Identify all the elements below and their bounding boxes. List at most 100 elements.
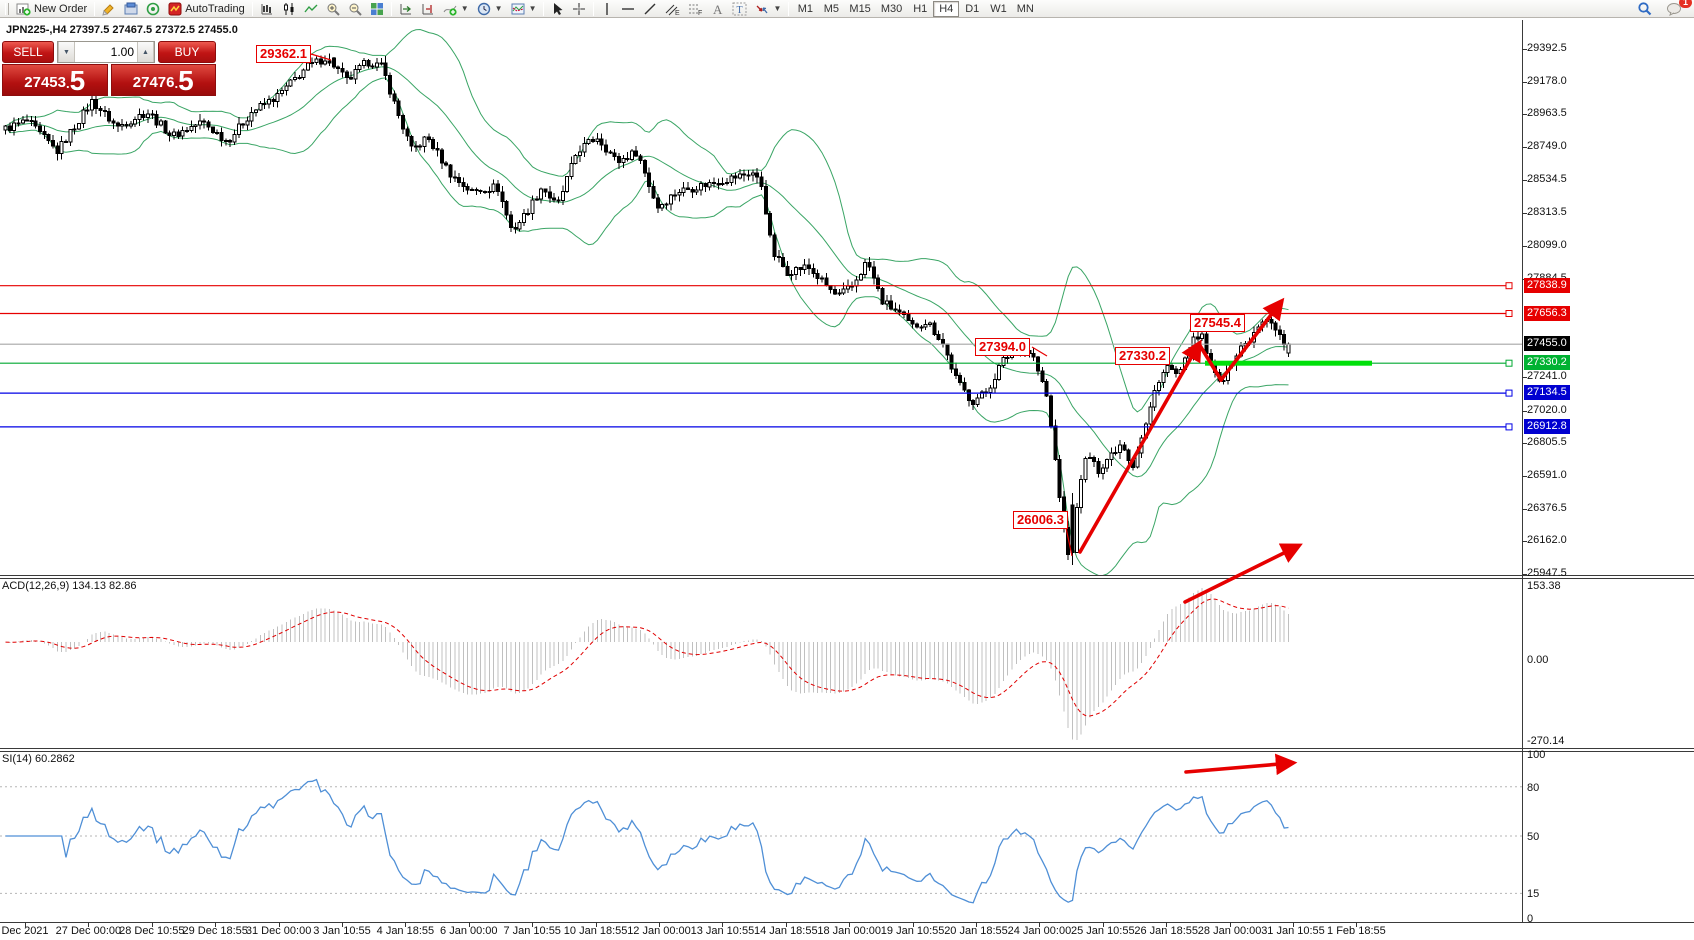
chat-button[interactable]: 1: [1662, 0, 1692, 17]
timeframe-d1-button[interactable]: D1: [959, 1, 985, 17]
auto-scroll-button[interactable]: [395, 1, 417, 17]
svg-text:A: A: [713, 2, 723, 16]
new-order-icon: [16, 3, 31, 16]
timeframe-m15-button[interactable]: M15: [844, 1, 875, 17]
date-axis-label: 4 Jan 18:55: [376, 925, 435, 937]
toolbar-separator: [390, 1, 392, 16]
toolbar-grip[interactable]: [5, 2, 9, 15]
timeframe-m1-button[interactable]: M1: [792, 1, 818, 17]
date-axis-label: 25 Jan 10:55: [1070, 925, 1135, 937]
timeframe-toolbar: M1 M5 M15 M30 H1 H4 D1 W1 MN: [792, 0, 1039, 17]
autotrading-button[interactable]: AutoTrading: [164, 1, 249, 17]
signals-button[interactable]: [142, 1, 164, 17]
timeframe-w1-button[interactable]: W1: [985, 1, 1012, 17]
chat-badge: 1: [1678, 0, 1692, 8]
candlestick-chart-button[interactable]: [278, 1, 300, 17]
line-chart-icon: [304, 4, 318, 12]
bar-chart-button[interactable]: [256, 1, 278, 17]
zoom-in-icon: [327, 3, 340, 16]
horizontal-line-icon: [622, 7, 635, 10]
text-label-button[interactable]: T: [728, 1, 751, 17]
auto-scroll-icon: [400, 3, 411, 14]
fibonacci-icon: F: [689, 4, 703, 16]
date-axis-label: 6 Jan 00:00: [440, 925, 498, 937]
trendline-button[interactable]: [639, 1, 661, 17]
rsi-axis-label: 80: [1527, 781, 1540, 794]
volume-input[interactable]: [75, 42, 137, 62]
chart-annotation-26006.3[interactable]: 26006.3: [1013, 511, 1068, 529]
periods-clock-icon: [477, 2, 490, 15]
price-level-label: 27656.3: [1524, 305, 1570, 321]
chart-annotation-27330.2[interactable]: 27330.2: [1115, 347, 1170, 365]
chart-canvas[interactable]: [0, 19, 1694, 940]
macd-axis-max: 153.38: [1527, 580, 1561, 592]
price-tick-label: 28749.0: [1527, 139, 1567, 152]
text-label-icon: T: [732, 2, 747, 16]
date-axis-label: 26 Jan 18:55: [1134, 925, 1198, 937]
price-tick-label: 28963.5: [1527, 107, 1567, 120]
arrows-shapes-button[interactable]: ▼: [751, 1, 785, 17]
price-level-label: 27330.2: [1524, 355, 1570, 371]
date-axis-label: 27 Dec 00:00: [55, 925, 122, 937]
search-icon: [1638, 2, 1652, 16]
timeframe-m30-button[interactable]: M30: [876, 1, 907, 17]
crosshair-button[interactable]: [568, 1, 590, 17]
timeframe-h4-button[interactable]: H4: [933, 0, 960, 17]
sell-button[interactable]: SELL: [2, 41, 54, 63]
one-click-trading-panel: SELL ▼ ▲ BUY 27453.5 27476.5: [2, 41, 216, 96]
price-tick-label: 26805.5: [1527, 436, 1567, 449]
main-toolbar: New Order AutoTrading ▼: [0, 0, 1694, 18]
buy-button[interactable]: BUY: [158, 41, 216, 63]
cursor-button[interactable]: [547, 1, 568, 17]
toolbar-separator: [543, 1, 545, 16]
chart-shift-button[interactable]: [417, 1, 439, 17]
rsi-axis-label: 50: [1527, 831, 1540, 843]
chart-annotation-27394.0[interactable]: 27394.0: [975, 338, 1030, 356]
periods-button[interactable]: ▼: [473, 1, 507, 17]
templates-icon: [511, 3, 525, 14]
price-tick-label: 29178.0: [1527, 74, 1567, 87]
fibonacci-button[interactable]: F: [684, 1, 707, 17]
arrows-shapes-icon: [757, 5, 768, 13]
price-tick-label: 27020.0: [1527, 403, 1567, 416]
buy-price-display[interactable]: 27476. 5: [110, 64, 216, 96]
tile-windows-button[interactable]: [366, 1, 388, 17]
volume-up-button[interactable]: ▲: [137, 42, 154, 62]
date-axis-label: 14 Jan 18:55: [753, 925, 818, 937]
timeframe-h1-button[interactable]: H1: [907, 1, 933, 17]
vertical-line-button[interactable]: [597, 1, 617, 17]
signals-icon: [146, 2, 160, 15]
styles-button[interactable]: [98, 1, 120, 17]
price-tick-label: 26162.0: [1527, 534, 1567, 547]
equidistant-channel-icon: E: [666, 4, 680, 16]
timeframe-m5-button[interactable]: M5: [818, 1, 844, 17]
rsi-indicator-label: SI(14) 60.2862: [2, 753, 75, 765]
text-button[interactable]: A: [707, 1, 728, 17]
templates-button[interactable]: ▼: [507, 1, 541, 17]
rsi-axis-label: 15: [1527, 888, 1540, 901]
crosshair-icon: [573, 2, 586, 15]
date-axis-label: 31 Jan 10:55: [1261, 925, 1325, 937]
search-button[interactable]: [1633, 1, 1656, 17]
price-tick-label: 28534.5: [1527, 172, 1567, 185]
indicators-dropdown-caret: ▼: [460, 4, 469, 13]
zoom-out-button[interactable]: [344, 1, 366, 17]
sell-price-main: 27453: [24, 74, 66, 91]
chart-annotation-27545.4[interactable]: 27545.4: [1190, 314, 1245, 332]
price-level-label: 26912.8: [1524, 418, 1570, 434]
horizontal-line-button[interactable]: [617, 1, 639, 17]
line-chart-button[interactable]: [300, 1, 322, 17]
chart-annotation-29362.1[interactable]: 29362.1: [256, 45, 311, 63]
zoom-in-button[interactable]: [322, 1, 344, 17]
indicators-button[interactable]: ▼: [439, 1, 473, 17]
date-axis-label: 28 Dec 10:55: [119, 925, 185, 937]
chart-shift-icon: [422, 3, 433, 14]
equidistant-channel-button[interactable]: E: [661, 1, 684, 17]
profiles-button[interactable]: [120, 1, 142, 17]
sell-price-display[interactable]: 27453. 5: [2, 64, 108, 96]
date-axis-label: 18 Jan 00:00: [817, 925, 881, 937]
chat-icon: [1667, 2, 1681, 16]
timeframe-mn-button[interactable]: MN: [1012, 1, 1039, 17]
new-order-button[interactable]: New Order: [12, 1, 91, 17]
volume-down-button[interactable]: ▼: [58, 42, 75, 62]
